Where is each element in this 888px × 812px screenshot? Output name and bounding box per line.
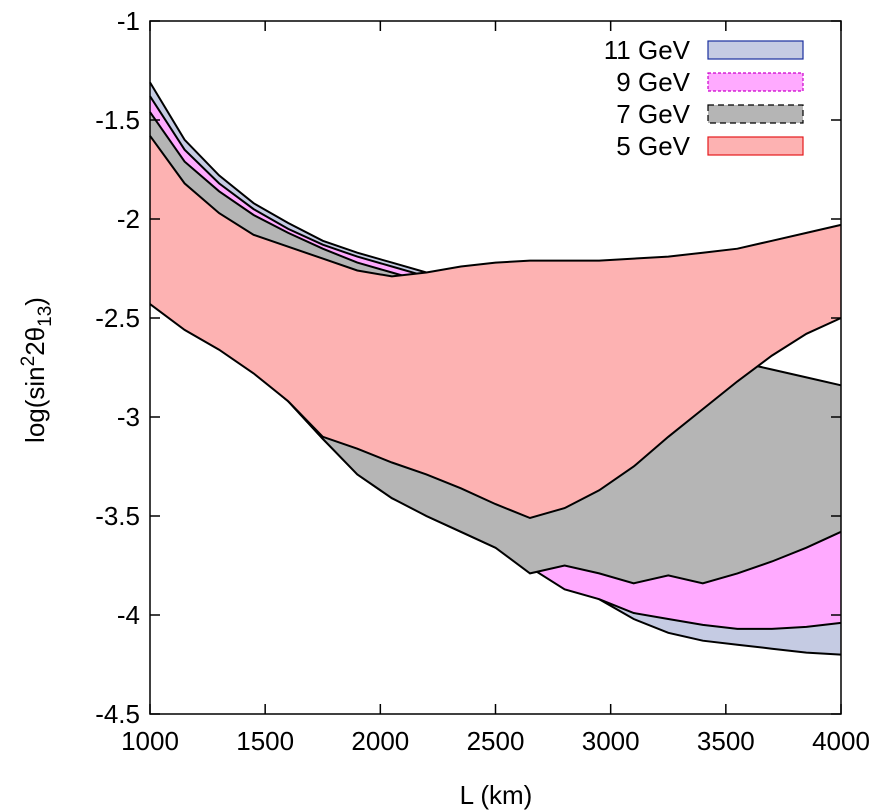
x-tick-label: 1500 xyxy=(236,726,294,756)
y-axis-title-mid: 2θ xyxy=(20,327,50,356)
y-tick-label: -2 xyxy=(117,204,140,234)
y-axis-title-sup: 2 xyxy=(18,356,39,367)
legend-swatch xyxy=(707,104,804,124)
x-tick-label: 1000 xyxy=(121,726,179,756)
y-axis-title-sub: 13 xyxy=(35,306,56,327)
band-upper-edge xyxy=(149,135,842,278)
y-axis-title-base: log(sin xyxy=(20,366,50,443)
y-tick-label: -3 xyxy=(117,402,140,432)
y-tick-label: -4.5 xyxy=(95,699,140,729)
x-tick-label: 2000 xyxy=(351,726,409,756)
y-tick-label: -3.5 xyxy=(95,501,140,531)
y-tick-label: -1 xyxy=(117,6,140,36)
legend-label: 7 GeV xyxy=(616,99,690,129)
legend-label: 11 GeV xyxy=(604,35,691,65)
x-tick-label: 2500 xyxy=(467,726,525,756)
legend-swatch xyxy=(707,40,804,60)
y-axis-title-end: ) xyxy=(20,297,50,306)
x-axis-title: L (km) xyxy=(460,780,533,810)
y-tick-label: -4 xyxy=(117,600,140,630)
y-tick-label: -2.5 xyxy=(95,303,140,333)
legend-label: 5 GeV xyxy=(616,131,690,161)
x-tick-label: 3000 xyxy=(582,726,640,756)
y-tick-label: -1.5 xyxy=(95,105,140,135)
legend-swatch xyxy=(707,136,804,156)
band-layer xyxy=(149,81,842,656)
x-tick-label: 3500 xyxy=(697,726,755,756)
band-5-gev xyxy=(150,135,841,519)
legend-swatch xyxy=(707,72,804,92)
tick-layer: 1000 1500 2000 2500 3000 3500 4000 -4.5 -4 -3.5 -3… xyxy=(95,6,870,756)
y-axis-title: log(sin22θ13) xyxy=(18,297,56,443)
legend-label: 9 GeV xyxy=(616,67,690,97)
band-lower-edge xyxy=(149,303,842,520)
x-tick-label: 4000 xyxy=(812,726,870,756)
